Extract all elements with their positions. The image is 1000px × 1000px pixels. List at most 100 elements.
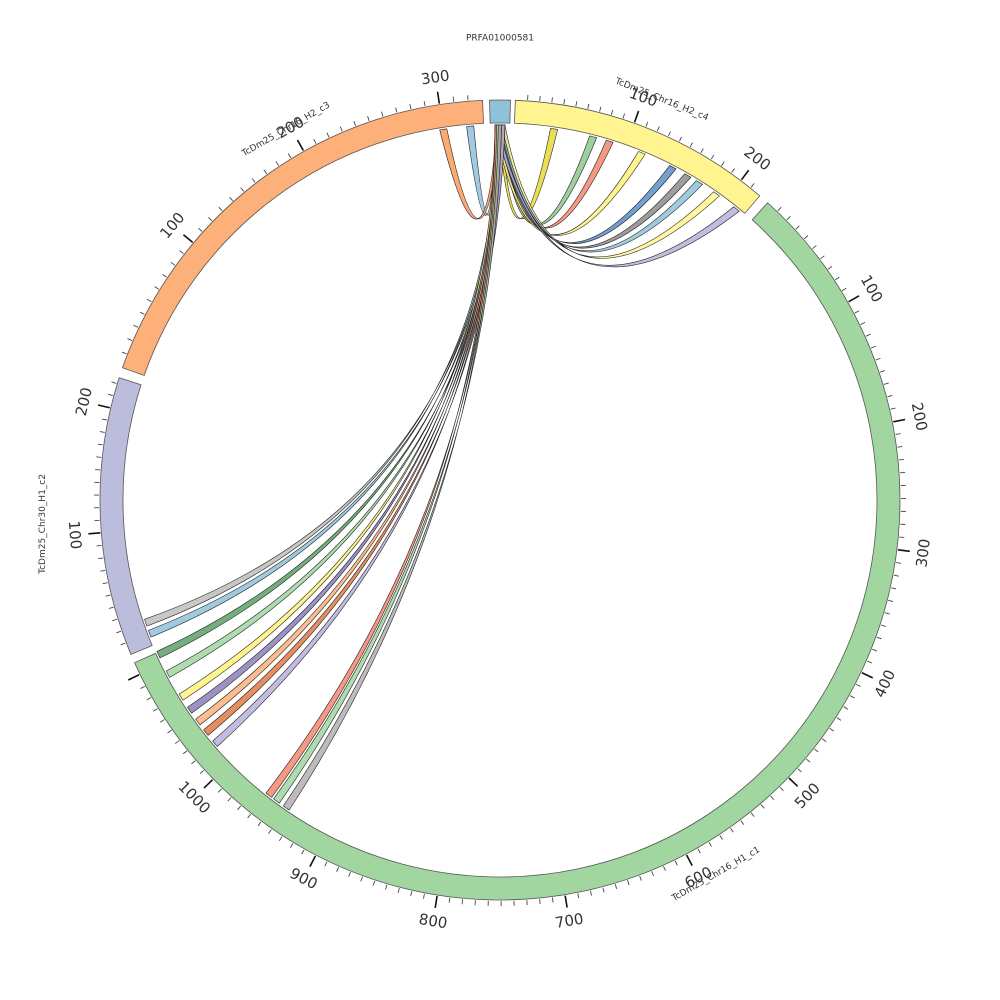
minor-tick [102,582,108,585]
minor-tick [372,880,376,886]
minor-tick [218,206,223,212]
minor-tick [721,161,725,167]
minor-tick [883,382,889,385]
minor-tick [98,557,104,560]
segment-arc-c2 [99,377,153,655]
minor-tick [893,574,899,577]
minor-tick [159,719,165,723]
minor-tick [452,96,455,102]
minor-tick [589,890,592,896]
major-tick [296,139,305,151]
minor-tick [154,286,160,290]
minor-tick [656,126,660,132]
minor-tick [627,880,630,886]
minor-tick [229,196,234,202]
minor-tick [162,273,167,278]
minor-tick [102,418,108,421]
major-tick [182,234,194,244]
minor-tick [674,860,678,866]
minor-tick [880,624,886,627]
minor-tick [577,893,580,899]
minor-tick [731,168,735,173]
minor-tick [116,630,122,634]
minor-tick [360,876,363,882]
minor-tick [639,875,642,881]
minor-tick [278,836,283,842]
major-tick [633,110,640,123]
minor-tick [313,139,317,144]
minor-tick [876,636,882,640]
minor-tick [217,788,223,793]
minor-tick [710,154,715,160]
minor-tick [875,357,881,361]
minor-tick [121,351,127,355]
link-ribbon-c1 [187,124,501,714]
link-ribbon-c2 [148,124,502,638]
minor-tick [888,599,894,602]
major-tick [88,532,101,535]
minor-tick [99,431,105,433]
minor-tick [821,738,827,743]
minor-tick [120,642,126,646]
minor-tick [891,587,897,590]
tick-label: 400 [871,667,900,701]
minor-tick [887,395,893,398]
minor-tick [610,109,614,115]
major-tick [127,674,140,681]
tick-label: 100 [156,209,188,243]
minor-tick [348,871,351,877]
tick-label: 200 [72,386,96,418]
minor-tick [96,456,102,458]
major-tick [893,418,906,423]
minor-tick [237,805,242,811]
tick-label: 200 [741,143,775,175]
minor-tick [700,148,704,154]
minor-tick [814,748,819,753]
minor-tick [834,276,840,281]
minor-tick [324,861,328,867]
minor-tick [730,827,734,833]
minor-tick [860,321,866,325]
minor-tick [336,866,340,872]
minor-tick [872,648,878,652]
minor-tick [777,206,782,212]
minor-tick [803,235,809,240]
minor-tick [708,842,712,847]
minor-tick [740,820,745,825]
link-ribbon-c4 [494,124,646,236]
minor-tick [127,338,133,341]
link-ribbon-c4 [501,124,720,259]
minor-tick [829,727,835,732]
link-ribbon-c4 [498,124,559,219]
minor-tick [797,768,802,773]
minor-tick [301,849,305,855]
minor-tick [227,797,232,802]
segment-arc-PRFA01000581 [489,99,511,124]
minor-tick [697,848,701,854]
minor-tick [897,446,903,448]
minor-tick [105,594,111,597]
minor-tick [423,101,426,107]
minor-tick [786,215,791,221]
link-ribbon-c1 [156,124,504,659]
major-tick [434,895,438,909]
minor-tick [182,750,188,755]
link-ribbon-c1 [282,124,502,811]
minor-tick [268,829,272,834]
link-ribbon-c3 [439,124,501,220]
minor-tick [290,843,294,848]
minor-tick [448,897,451,903]
major-tick [309,855,317,868]
major-tick [564,895,568,908]
major-tick [685,854,693,866]
minor-tick [622,113,626,119]
minor-tick [96,544,102,547]
major-tick [897,549,910,553]
minor-tick [849,695,855,699]
minor-tick [240,187,245,192]
major-tick [861,671,874,679]
minor-tick [551,897,554,903]
chromosome-segments [99,99,901,901]
minor-tick [854,310,860,314]
